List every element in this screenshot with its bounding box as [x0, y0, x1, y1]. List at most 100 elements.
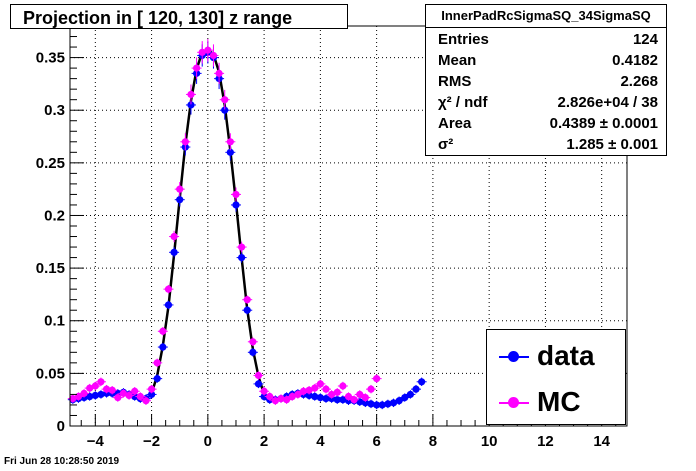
x-tick-label: −4 — [87, 433, 105, 450]
data-point — [249, 348, 257, 356]
x-tick-label: 8 — [429, 433, 437, 450]
data-point — [333, 388, 341, 396]
y-tick-label: 0.05 — [36, 365, 65, 382]
chart-title-box: Projection in [ 120, 130] z range — [10, 4, 348, 29]
data-point — [187, 90, 195, 99]
series-mc — [67, 38, 382, 405]
data-point — [294, 390, 302, 399]
data-point — [333, 396, 341, 404]
x-tick-label: 6 — [372, 433, 380, 450]
data-point — [221, 96, 229, 104]
data-point — [86, 392, 94, 401]
legend: data MC — [486, 329, 626, 425]
data-point — [97, 378, 105, 386]
stats-label: Entries — [438, 31, 489, 48]
data-point — [97, 390, 105, 399]
stats-row-area: Area 0.4389 ± 0.0001 — [438, 113, 658, 135]
data-point — [91, 382, 99, 390]
stats-value: 0.4182 — [612, 52, 658, 69]
x-tick-label: −2 — [143, 433, 160, 450]
stats-value: 1.285 ± 0.001 — [566, 136, 658, 153]
legend-marker-dot — [508, 397, 519, 408]
x-tick-label: 4 — [316, 433, 325, 450]
data-point — [147, 390, 156, 399]
data-point — [395, 397, 403, 405]
data-point — [136, 392, 144, 401]
data-point — [159, 343, 167, 351]
y-tick-label: 0.1 — [44, 313, 65, 330]
data-point — [299, 387, 308, 395]
data-point — [311, 384, 319, 392]
stats-title: InnerPadRcSigmaSQ_34SigmaSQ — [426, 5, 666, 28]
y-tick-label: 0.25 — [36, 155, 65, 172]
stats-row-mean: Mean 0.4182 — [438, 50, 658, 72]
y-tick-label: 0.35 — [36, 50, 65, 67]
series-data — [67, 41, 427, 410]
data-point — [378, 401, 386, 409]
data-point — [91, 391, 99, 400]
data-point — [176, 196, 184, 204]
data-point — [339, 382, 347, 390]
ticklabel-layer: −4 −2 0 2 4 6 8 10 12 14 0.05 0.1 0.15 0.2 0.25 0.3 0.35… — [36, 50, 611, 450]
data-point — [418, 378, 426, 386]
y-tick-label: 0.2 — [44, 207, 65, 224]
data-point — [147, 385, 156, 393]
date-stamp: Fri Jun 28 10:28:50 2019 — [4, 456, 120, 467]
data-point — [164, 301, 173, 309]
data-point — [356, 390, 364, 399]
data-point — [316, 393, 324, 402]
data-point — [80, 389, 88, 397]
data-point — [238, 243, 246, 251]
data-point — [131, 387, 139, 395]
data-point — [367, 400, 375, 408]
data-point — [344, 392, 353, 401]
data-point — [316, 380, 324, 388]
data-point — [254, 371, 263, 380]
x-tick-label: 14 — [593, 433, 610, 450]
data-point — [238, 253, 246, 262]
data-point — [406, 390, 414, 399]
data-point — [204, 46, 212, 54]
data-point — [401, 393, 409, 402]
data-point — [412, 385, 420, 393]
data-point — [187, 101, 195, 109]
data-point — [367, 385, 375, 393]
stats-box: InnerPadRcSigmaSQ_34SigmaSQ Entries 124 … — [425, 4, 667, 156]
data-point — [350, 396, 358, 404]
chart-title: Projection in [ 120, 130] z range — [23, 8, 293, 28]
stats-row-sigma2: σ² 1.285 ± 0.001 — [438, 134, 658, 156]
data-point — [361, 393, 369, 402]
stats-label: RMS — [438, 73, 472, 90]
data-point — [176, 185, 184, 193]
y-tick-label: 0.15 — [36, 260, 65, 277]
data-point — [277, 395, 285, 403]
data-point — [322, 385, 330, 393]
data-point — [361, 399, 369, 407]
legend-label: data — [537, 340, 595, 371]
y-tick-label: 0 — [57, 418, 65, 435]
data-point — [159, 327, 167, 335]
stats-row-chi2: χ² / ndf 2.826e+04 / 38 — [438, 92, 658, 114]
data-point — [142, 397, 150, 405]
legend-label: MC — [537, 386, 581, 417]
data-point — [114, 393, 122, 402]
data-point — [226, 148, 234, 156]
x-tick-label: 2 — [260, 433, 268, 450]
data-point — [260, 392, 268, 401]
stats-value: 0.4389 ± 0.0001 — [549, 115, 658, 132]
y-tick-label: 0.3 — [44, 102, 65, 119]
data-point — [283, 396, 291, 404]
data-point — [305, 391, 313, 400]
x-tick-label: 0 — [204, 433, 212, 450]
data-point — [254, 380, 263, 388]
data-point — [232, 201, 240, 209]
data-point — [260, 387, 268, 395]
data-point — [221, 106, 229, 114]
legend-item-data: data — [495, 336, 620, 376]
stats-value: 2.268 — [620, 73, 658, 90]
data-point — [209, 51, 218, 60]
data-point — [384, 400, 392, 408]
data-point — [170, 248, 178, 256]
